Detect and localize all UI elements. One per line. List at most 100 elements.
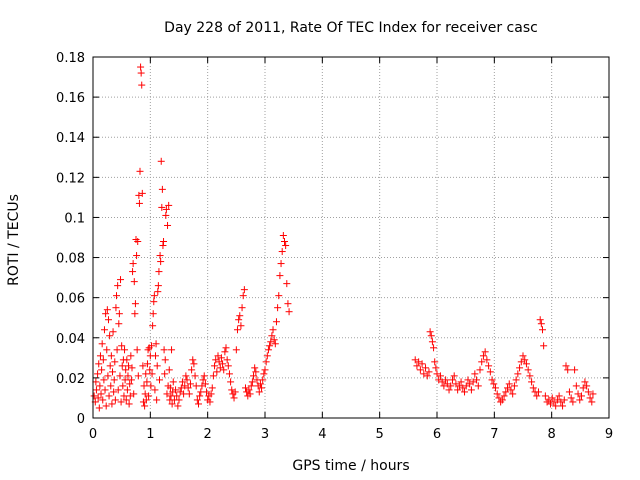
y-tick-label: 0.06 [56,292,85,307]
data-point [185,390,193,398]
data-point [107,352,115,360]
data-point [130,390,138,398]
data-point [153,362,161,370]
data-point [117,276,125,284]
data-point [154,282,162,290]
data-point [150,292,158,300]
y-tick-label: 0.16 [56,91,85,106]
data-point [436,372,444,380]
data-point [125,400,133,408]
data-point [274,304,282,312]
data-point [131,310,139,318]
data-point [540,342,548,350]
data-point [188,366,196,374]
data-point [450,372,458,380]
data-point [285,308,293,316]
data-point [98,366,106,374]
data-point [521,356,529,364]
data-point [533,392,541,400]
data-point [250,372,258,380]
data-point [252,368,260,376]
data-point [442,376,450,384]
data-point [142,370,150,378]
data-point [581,378,589,386]
data-point [149,310,157,318]
data-point [113,346,121,354]
data-point [486,368,494,376]
x-tick-label: 7 [490,427,498,442]
data-point [196,392,204,400]
data-point [235,316,243,324]
data-point [567,394,575,402]
data-point [223,356,231,364]
data-point [136,167,144,175]
x-axis-label: GPS time / hours [292,458,409,474]
data-point [156,252,164,260]
data-point [102,310,110,318]
x-tick-label: 3 [261,427,269,442]
data-point [423,372,431,380]
data-point [279,231,287,239]
data-point [165,366,173,374]
plot-frame [92,56,610,419]
data-point [158,185,166,193]
data-point [526,372,534,380]
data-point [430,344,438,352]
data-point [490,380,498,388]
y-tick-label: 0.14 [56,131,85,146]
data-point [507,386,515,394]
data-point [572,382,580,390]
data-point [129,260,137,268]
data-point [247,382,255,390]
data-point [231,388,239,396]
data-point [219,360,227,368]
data-point [164,221,172,229]
data-point [119,382,127,390]
data-point [155,268,163,276]
data-point [113,292,121,300]
data-point [571,366,579,374]
x-tick-label: 6 [433,427,441,442]
data-point [269,326,277,334]
data-point [220,366,228,374]
data-point [432,364,440,372]
data-point [505,380,513,388]
data-point [168,346,176,354]
data-point [509,390,517,398]
y-tick-label: 0 [77,412,85,427]
data-point [160,346,168,354]
data-point [200,372,208,380]
data-point [178,378,186,386]
data-point [103,306,111,314]
y-tick-label: 0.18 [56,51,85,66]
y-tick-label: 0.04 [56,332,85,347]
data-point [263,352,271,360]
data-point [147,382,155,390]
data-point [100,376,108,384]
data-point [133,252,141,260]
data-point [560,396,568,404]
data-point [99,396,107,404]
data-point [128,364,136,372]
data-point [217,354,225,362]
y-tick-labels: 0 0.02 0.04 0.06 0.08 0.1 0.12 0.14 0.16 0.18 [56,51,85,427]
data-point [522,360,530,368]
data-point [120,392,128,400]
y-tick-label: 0.12 [56,171,85,186]
data-point [548,394,556,402]
x-tick-label: 0 [89,427,97,442]
data-point [134,238,142,246]
x-tick-label: 2 [204,427,212,442]
data-point [481,348,489,356]
data-point [454,386,462,394]
data-point [96,352,104,360]
data-point [266,342,274,350]
data-point [479,352,487,360]
data-point [152,340,160,348]
data-point [519,352,527,360]
data-point [268,332,276,340]
data-point [151,386,159,394]
data-point [534,388,542,396]
data-point [191,372,199,380]
